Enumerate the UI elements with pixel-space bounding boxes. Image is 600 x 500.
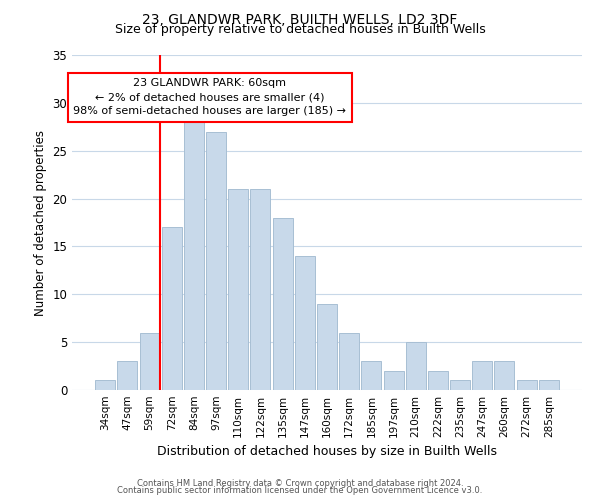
Bar: [295, 256, 315, 390]
Bar: [494, 362, 514, 390]
Bar: [383, 371, 404, 390]
Bar: [118, 362, 137, 390]
Text: Contains HM Land Registry data © Crown copyright and database right 2024.: Contains HM Land Registry data © Crown c…: [137, 478, 463, 488]
Bar: [317, 304, 337, 390]
Bar: [339, 332, 359, 390]
X-axis label: Distribution of detached houses by size in Builth Wells: Distribution of detached houses by size …: [157, 446, 497, 458]
Bar: [140, 332, 160, 390]
Bar: [472, 362, 492, 390]
Bar: [162, 228, 182, 390]
Bar: [95, 380, 115, 390]
Bar: [428, 371, 448, 390]
Text: Contains public sector information licensed under the Open Government Licence v3: Contains public sector information licen…: [118, 486, 482, 495]
Bar: [361, 362, 382, 390]
Bar: [406, 342, 426, 390]
Text: Size of property relative to detached houses in Builth Wells: Size of property relative to detached ho…: [115, 22, 485, 36]
Bar: [450, 380, 470, 390]
Y-axis label: Number of detached properties: Number of detached properties: [34, 130, 47, 316]
Bar: [206, 132, 226, 390]
Text: 23 GLANDWR PARK: 60sqm
← 2% of detached houses are smaller (4)
98% of semi-detac: 23 GLANDWR PARK: 60sqm ← 2% of detached …: [73, 78, 346, 116]
Bar: [228, 189, 248, 390]
Bar: [184, 112, 204, 390]
Bar: [517, 380, 536, 390]
Text: 23, GLANDWR PARK, BUILTH WELLS, LD2 3DF: 23, GLANDWR PARK, BUILTH WELLS, LD2 3DF: [142, 12, 458, 26]
Bar: [250, 189, 271, 390]
Bar: [539, 380, 559, 390]
Bar: [272, 218, 293, 390]
